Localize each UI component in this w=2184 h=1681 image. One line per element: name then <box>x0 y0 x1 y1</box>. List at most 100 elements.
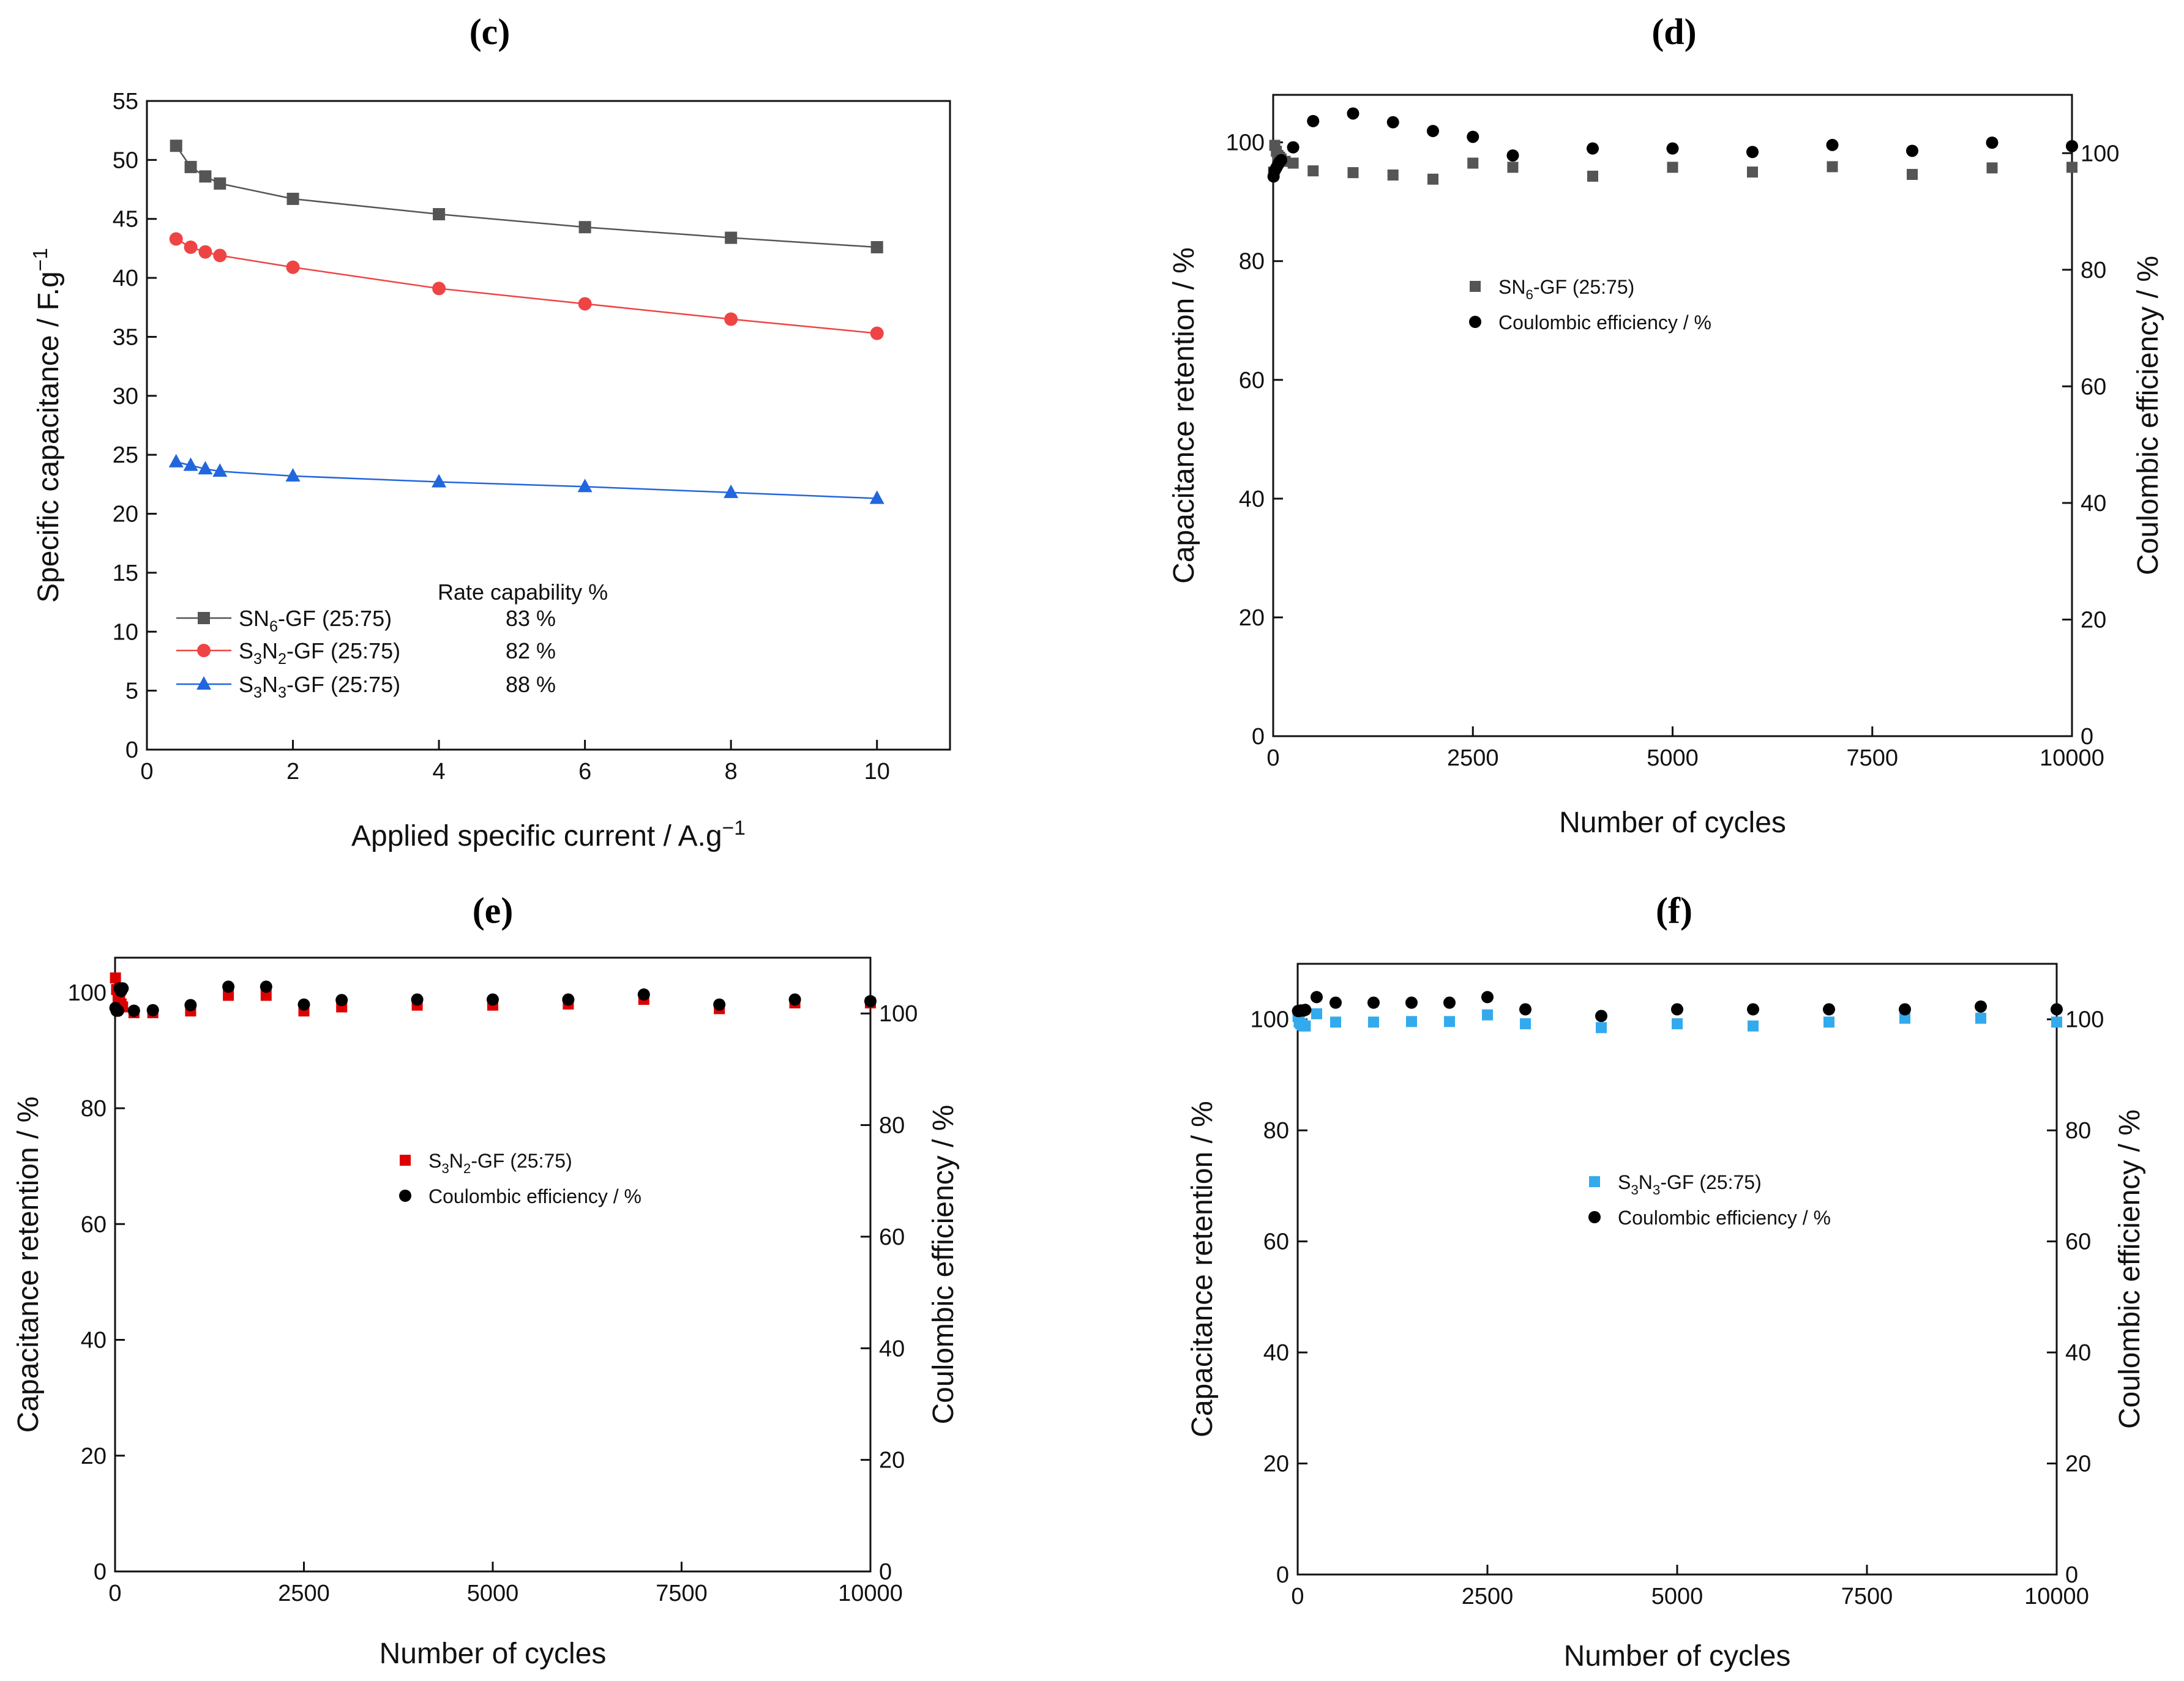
plot-frame <box>114 956 872 1573</box>
x-axis-title: Number of cycles <box>1564 1640 1791 1672</box>
x-tick-label: 0 <box>1291 1584 1304 1609</box>
efficiency-point <box>1299 1004 1312 1016</box>
data-point <box>199 170 212 183</box>
retention-point <box>1587 170 1598 182</box>
y-axis-title: Capacitance retention / % <box>1186 1101 1219 1437</box>
y-tick-label: 80 <box>81 1096 107 1122</box>
retention-point <box>1667 162 1678 173</box>
data-point <box>432 281 446 296</box>
x-tick-label: 10000 <box>2024 1584 2089 1609</box>
plot-frame <box>1296 963 2058 1576</box>
y-tick-label: 60 <box>1263 1229 1289 1255</box>
retention-point <box>1406 1016 1417 1027</box>
x-tick-label: 7500 <box>656 1581 708 1606</box>
efficiency-point <box>1307 114 1320 127</box>
y-tick-label: 0 <box>1276 1562 1289 1588</box>
y-tick-label: 80 <box>1263 1118 1289 1144</box>
y-right-tick-label: 80 <box>879 1113 905 1139</box>
chart-f: (f)0 2500 5000 7500 100000204060801000204060… <box>1186 890 2146 1672</box>
retention-point <box>2051 1016 2062 1028</box>
data-point <box>184 160 197 173</box>
x-tick-label: 10000 <box>838 1581 903 1606</box>
retention-point <box>1300 1020 1311 1032</box>
efficiency-point <box>2051 1003 2063 1016</box>
efficiency-point <box>1275 154 1288 166</box>
x-tick-label: 10000 <box>2040 745 2104 771</box>
data-point <box>577 479 593 493</box>
data-point <box>724 312 738 326</box>
y-tick-label: 60 <box>81 1212 107 1237</box>
efficiency-point <box>713 998 726 1011</box>
y-tick-label: 0 <box>94 1559 107 1585</box>
y-tick-label: 40 <box>113 266 138 291</box>
y-tick-label: 100 <box>1251 1007 1289 1033</box>
efficiency-point <box>1519 1003 1531 1016</box>
retention-point <box>1986 162 1998 174</box>
y-tick-label: 30 <box>113 384 138 409</box>
efficiency-point <box>637 988 650 1001</box>
efficiency-point <box>1367 996 1380 1009</box>
legend-label: S3N3-GF (25:75) <box>239 672 400 701</box>
data-point <box>198 461 213 475</box>
data-point <box>285 468 301 482</box>
efficiency-point <box>1506 149 1519 162</box>
x-tick-label: 0 <box>140 759 153 785</box>
efficiency-point <box>1595 1010 1607 1023</box>
data-point <box>286 192 299 205</box>
x-tick-label: 7500 <box>1846 745 1898 771</box>
efficiency-point <box>1975 1000 1987 1013</box>
retention-point <box>1975 1012 1986 1024</box>
legend-header: Rate capability % <box>438 580 608 605</box>
data-point <box>168 453 184 468</box>
y-tick-label: 45 <box>113 207 138 233</box>
legend-label: SN6-GF (25:75) <box>239 606 392 635</box>
data-point <box>212 463 228 477</box>
y-tick-label: 60 <box>1239 368 1265 393</box>
x-tick-label: 4 <box>433 759 446 785</box>
retention-point <box>1347 167 1359 179</box>
data-point <box>432 474 447 488</box>
y-right-axis-title: Coulombic efficiency / % <box>2132 256 2164 575</box>
efficiency-point <box>1899 1003 1911 1016</box>
x-tick-label: 10 <box>864 759 890 785</box>
efficiency-point <box>788 993 801 1006</box>
data-point <box>198 245 212 259</box>
efficiency-point <box>2066 140 2078 152</box>
y-tick-label: 20 <box>113 502 138 527</box>
data-point <box>214 177 226 190</box>
legend-marker <box>198 612 210 624</box>
chart-c: (c) 0 2 4 6 8 10 0 5 10 15 20 25 30 35 40 45 50 55 Applied … <box>29 12 951 852</box>
efficiency-point <box>111 1004 124 1017</box>
efficiency-point <box>260 980 272 993</box>
y-tick-label: 55 <box>113 89 138 114</box>
data-point <box>869 490 884 504</box>
retention-point <box>1427 173 1438 185</box>
x-tick-label: 0 <box>108 1581 121 1606</box>
efficiency-point <box>297 998 310 1011</box>
y-tick-label: 0 <box>1252 724 1265 750</box>
data-point <box>870 240 883 253</box>
retention-point <box>1287 157 1299 169</box>
y-tick-label: 10 <box>113 619 138 645</box>
y-right-tick-label: 80 <box>2081 258 2106 283</box>
retention-point <box>1823 1016 1834 1028</box>
efficiency-point <box>487 993 499 1006</box>
x-axis-title: Applied specific current / A.g−1 <box>351 817 746 852</box>
efficiency-point <box>127 1004 140 1017</box>
efficiency-point <box>1823 1003 1835 1016</box>
retention-point <box>1827 161 1838 173</box>
x-tick-label: 5000 <box>1651 1584 1703 1609</box>
y-tick-label: 20 <box>81 1444 107 1469</box>
retention-point <box>1748 1020 1759 1032</box>
legend-label: Coulombic efficiency / % <box>428 1185 641 1207</box>
x-tick-label: 5000 <box>1647 745 1699 771</box>
data-point <box>184 240 198 254</box>
y-tick-label: 20 <box>1263 1452 1289 1477</box>
legend-marker <box>197 644 211 657</box>
retention-point <box>1368 1016 1379 1028</box>
y-right-tick-label: 20 <box>2065 1452 2091 1477</box>
x-tick-label: 2500 <box>1462 1584 1514 1609</box>
efficiency-point <box>1311 991 1323 1004</box>
retention-point <box>1507 162 1519 173</box>
